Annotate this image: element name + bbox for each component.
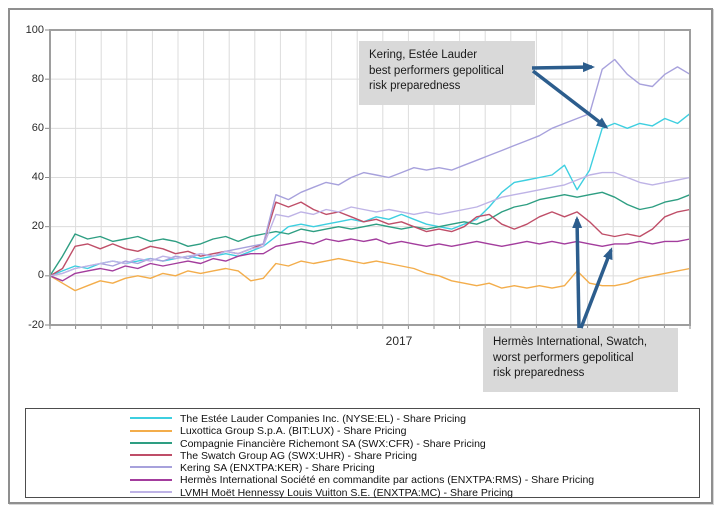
legend-label-lvmh: LVMH Moët Hennessy Louis Vuitton S.E. (E… <box>180 486 514 499</box>
legend-swatch-luxottica <box>130 429 172 432</box>
annotation-bottom-line-1: Hermès International, Swatch, <box>493 336 648 348</box>
legend-item-estee-lauder: The Estée Lauder Companies Inc. (NYSE:EL… <box>130 413 699 425</box>
x-axis-label: 2017 <box>385 334 413 348</box>
legend-items: The Estée Lauder Companies Inc. (NYSE:EL… <box>130 413 699 499</box>
y-tick-label: -20 <box>28 318 44 331</box>
annotation-top-line-1: Kering, Estée Lauder <box>369 49 478 61</box>
series-line-hermes <box>49 238 691 282</box>
legend-box: The Estée Lauder Companies Inc. (NYSE:EL… <box>25 408 700 499</box>
legend-label-luxottica: Luxottica Group S.p.A. (BIT:LUX) - Share… <box>180 425 407 438</box>
legend-label-richemont: Compagnie Financière Richemont SA (SWX:C… <box>180 437 486 450</box>
legend-item-lvmh: LVMH Moët Hennessy Louis Vuitton S.E. (E… <box>130 487 699 499</box>
legend-swatch-lvmh <box>130 491 172 493</box>
annotation-top-line-2: best performers gepolitical <box>369 64 504 77</box>
legend-swatch-kering <box>130 466 172 469</box>
series-line-estee-lauder <box>49 113 691 277</box>
y-tick-label: 20 <box>31 220 44 233</box>
legend-item-hermes: Hermès International Société en commandi… <box>130 474 699 486</box>
y-tick-label: 100 <box>25 23 44 36</box>
legend-item-swatch: The Swatch Group AG (SWX:UHR) - Share Pr… <box>130 450 699 462</box>
legend-label-swatch: The Swatch Group AG (SWX:UHR) - Share Pr… <box>180 449 417 462</box>
figure-border <box>8 8 713 504</box>
legend-label-hermes: Hermès International Société en commandi… <box>180 474 595 487</box>
legend-swatch-richemont <box>130 441 172 444</box>
legend-item-luxottica: Luxottica Group S.p.A. (BIT:LUX) - Share… <box>130 425 699 437</box>
series-line-lvmh <box>49 171 691 277</box>
legend-swatch-swatch <box>130 454 172 457</box>
legend-swatch-hermes <box>130 478 172 481</box>
line-chart-plot <box>45 29 691 329</box>
legend-item-richemont: Compagnie Financière Richemont SA (SWX:C… <box>130 438 699 450</box>
annotation-top: Kering, Estée Lauder best performers gep… <box>359 41 535 105</box>
y-tick-label: 60 <box>31 121 44 134</box>
legend-label-kering: Kering SA (ENXTPA:KER) - Share Pricing <box>180 462 375 475</box>
series-line-swatch <box>49 201 691 277</box>
series-line-richemont <box>49 191 691 277</box>
annotation-top-line-3: risk preparedness <box>369 80 461 92</box>
annotation-bottom: Hermès International, Swatch, worst perf… <box>483 328 678 392</box>
y-tick-label: 0 <box>37 269 44 282</box>
y-tick-label: 80 <box>31 72 44 85</box>
legend-swatch-estee-lauder <box>130 417 172 420</box>
series-line-luxottica <box>49 257 691 292</box>
legend-label-estee-lauder: The Estée Lauder Companies Inc. (NYSE:EL… <box>180 413 466 425</box>
legend-item-kering: Kering SA (ENXTPA:KER) - Share Pricing <box>130 462 699 474</box>
annotation-bottom-line-2: worst performers gepolitical <box>493 351 634 364</box>
annotation-bottom-line-3: risk preparedness <box>493 367 585 379</box>
y-tick-label: 40 <box>31 171 44 183</box>
